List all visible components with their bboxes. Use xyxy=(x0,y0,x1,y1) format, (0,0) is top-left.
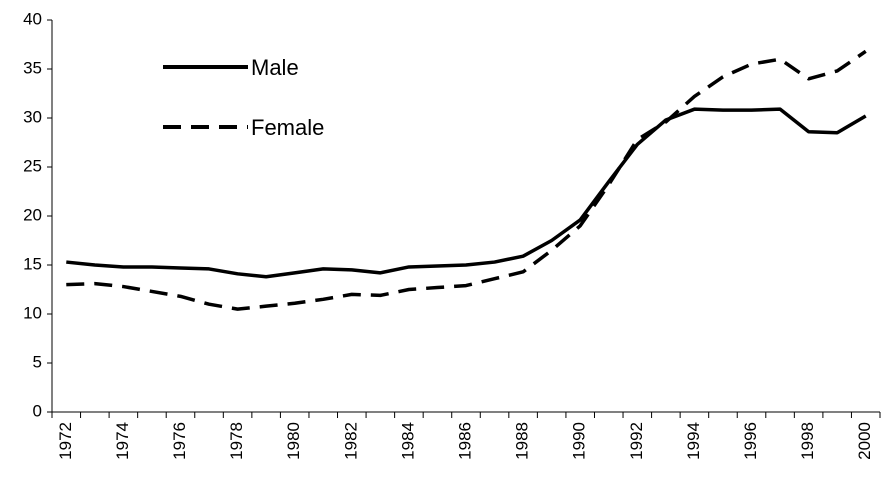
x-tick-label: 1978 xyxy=(227,422,246,460)
y-tick-label: 40 xyxy=(23,9,42,28)
y-tick-label: 10 xyxy=(23,303,42,322)
x-tick-label: 1990 xyxy=(570,422,589,460)
y-tick-label: 5 xyxy=(33,352,42,371)
x-tick-label: 1988 xyxy=(513,422,532,460)
y-tick-label: 0 xyxy=(33,401,42,420)
y-tick-label: 30 xyxy=(23,107,42,126)
x-tick-label: 1972 xyxy=(56,422,75,460)
x-tick-label: 1974 xyxy=(113,422,132,460)
x-tick-label: 1976 xyxy=(170,422,189,460)
x-tick-label: 2000 xyxy=(855,422,874,460)
x-tick-label: 1982 xyxy=(341,422,360,460)
x-tick-label: 1996 xyxy=(741,422,760,460)
y-tick-label: 15 xyxy=(23,254,42,273)
x-tick-label: 1998 xyxy=(798,422,817,460)
series-line xyxy=(66,49,867,311)
y-tick-label: 25 xyxy=(23,156,42,175)
y-tick-label: 35 xyxy=(23,58,42,77)
x-tick-label: 1980 xyxy=(284,422,303,460)
x-tick-label: 1986 xyxy=(455,422,474,460)
legend: Male Female xyxy=(163,55,324,140)
legend-label: Male xyxy=(251,55,299,80)
legend-label: Female xyxy=(251,115,324,140)
x-tick-label: 1992 xyxy=(627,422,646,460)
y-tick-label: 20 xyxy=(23,205,42,224)
series-line xyxy=(66,107,867,279)
x-tick-label: 1984 xyxy=(398,422,417,460)
x-tick-label: 1994 xyxy=(684,422,703,460)
